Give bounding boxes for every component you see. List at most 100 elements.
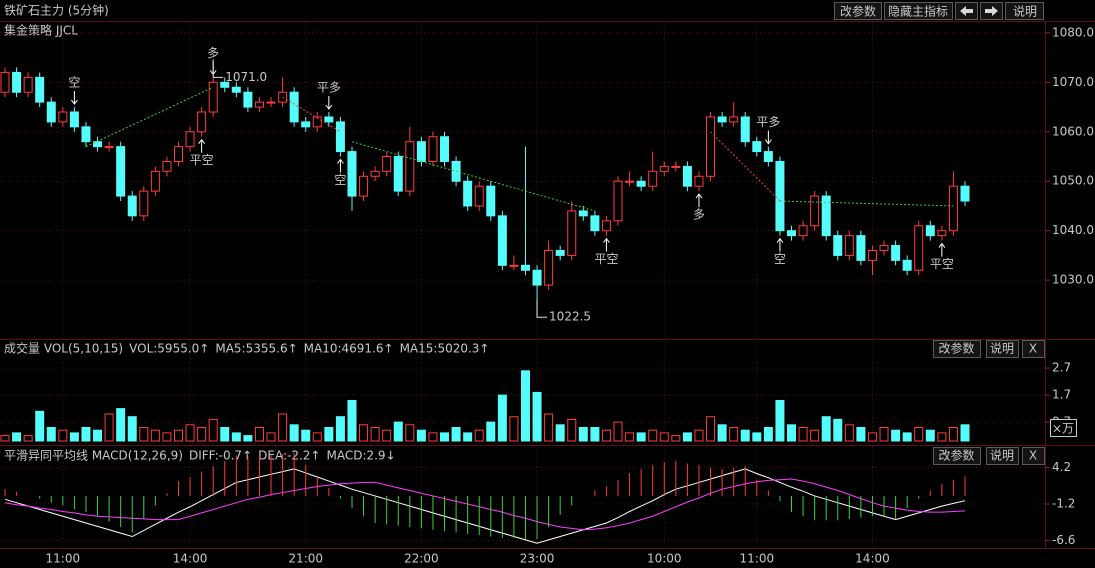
button[interactable] <box>1022 340 1045 358</box>
volume-bar <box>289 424 299 442</box>
button[interactable] <box>933 447 981 465</box>
candle-body <box>590 215 600 232</box>
candle-body <box>740 116 750 143</box>
x-tick-label: 10:00 <box>647 552 682 566</box>
candle-body <box>544 249 554 286</box>
signal-arrow-head <box>776 237 784 243</box>
signal-label: 多 <box>207 46 219 60</box>
candle-body <box>810 195 820 227</box>
volume-bar <box>601 429 611 442</box>
candle-body <box>891 245 901 261</box>
volume-bar <box>104 413 114 442</box>
button[interactable] <box>834 2 882 20</box>
signal-arrow-head <box>198 138 206 145</box>
candle-body <box>231 86 241 93</box>
trade-line <box>85 86 214 148</box>
volume-bar <box>520 370 530 442</box>
candle-body <box>335 121 345 153</box>
candle-body <box>578 210 588 217</box>
volume-bar <box>150 429 160 442</box>
volume-bar <box>659 432 669 442</box>
title: 铁矿石主力 (5分钟) <box>4 3 109 18</box>
button-label[interactable]: 说明 <box>1013 4 1037 19</box>
y-tick-label: 1060.0 <box>1052 124 1094 138</box>
button-label[interactable]: X <box>1029 342 1037 356</box>
volume-bar <box>891 429 901 442</box>
unit-box <box>1050 419 1077 437</box>
button-label[interactable]: 说明 <box>990 448 1014 463</box>
button[interactable] <box>884 2 953 20</box>
candle-body <box>220 81 230 88</box>
candle-body <box>948 185 958 232</box>
candle-body <box>405 141 415 192</box>
candle-body <box>925 225 935 237</box>
candle-body <box>359 175 369 197</box>
volume-bar <box>335 416 345 442</box>
signal-label: 平多 <box>756 115 780 129</box>
volume-bar <box>139 427 149 442</box>
volume-bar <box>393 421 403 442</box>
volume-bar <box>359 424 369 442</box>
button-label[interactable]: 隐藏主指标 <box>888 4 948 19</box>
button[interactable] <box>1022 447 1045 465</box>
candle-body <box>775 160 785 232</box>
signal-arrow-head <box>325 104 333 110</box>
x-tick-label: 11:00 <box>740 552 775 566</box>
volume-bar <box>497 394 507 442</box>
x-tick-label: 23:00 <box>520 552 555 566</box>
button-label[interactable]: X <box>1029 449 1037 463</box>
candle-body <box>752 141 762 153</box>
candle-body <box>370 170 380 177</box>
x-tick-label: 22:00 <box>404 552 439 566</box>
price-label: 1022.5 <box>549 310 591 324</box>
trade-line <box>710 131 781 202</box>
candle-body <box>763 151 773 162</box>
volume-bar <box>590 427 600 442</box>
candle-body <box>717 116 727 123</box>
volume-bar <box>948 427 958 442</box>
candle-body <box>208 81 218 113</box>
arrow-right-icon <box>985 6 998 16</box>
button[interactable] <box>933 340 981 358</box>
volume-bar <box>821 416 831 442</box>
candles <box>0 67 970 318</box>
volume-bar <box>555 424 565 442</box>
signal-label: 多 <box>693 208 705 222</box>
candle-body <box>879 245 889 251</box>
button-label[interactable]: 改参数 <box>840 4 876 19</box>
candle-body <box>555 249 565 256</box>
button-label[interactable]: 改参数 <box>938 341 974 356</box>
x-tick-label: 11:00 <box>46 552 81 566</box>
candle-body <box>382 156 392 172</box>
macd-line <box>4 478 966 531</box>
button[interactable] <box>986 447 1019 465</box>
candle-body <box>173 146 183 162</box>
candle-body <box>150 170 160 192</box>
candle-body <box>197 111 207 133</box>
button[interactable] <box>1005 2 1044 20</box>
button[interactable] <box>986 340 1019 358</box>
signal-label: 空 <box>334 173 346 187</box>
volume-bar <box>740 429 750 442</box>
volume-bar <box>243 435 253 442</box>
volume-bar <box>567 418 577 442</box>
legend-entry: MA5:5355.6↑ <box>215 342 297 356</box>
candle-body <box>601 220 611 232</box>
volume-bar <box>405 424 415 442</box>
legend-entry: MA10:4691.6↑ <box>304 342 394 356</box>
legend: 平滑异同平均线 MACD(12,26,9) DIFF:-0.7↑ DEA:-2.2↑… <box>4 449 396 463</box>
button-label[interactable]: 改参数 <box>938 448 974 463</box>
volume-bar <box>254 427 264 442</box>
y-tick-label: 1040.0 <box>1052 223 1094 237</box>
volume-bar <box>35 410 45 442</box>
y-tick-label: 1030.0 <box>1052 273 1094 287</box>
candle-body <box>659 165 669 172</box>
signal-label: 平空 <box>930 257 954 271</box>
volume-bar <box>440 432 450 442</box>
candle-body <box>914 225 924 271</box>
button-label[interactable]: 说明 <box>990 341 1014 356</box>
volume-bar <box>775 400 785 442</box>
candle-body <box>243 91 253 108</box>
volume-bar <box>798 427 808 442</box>
